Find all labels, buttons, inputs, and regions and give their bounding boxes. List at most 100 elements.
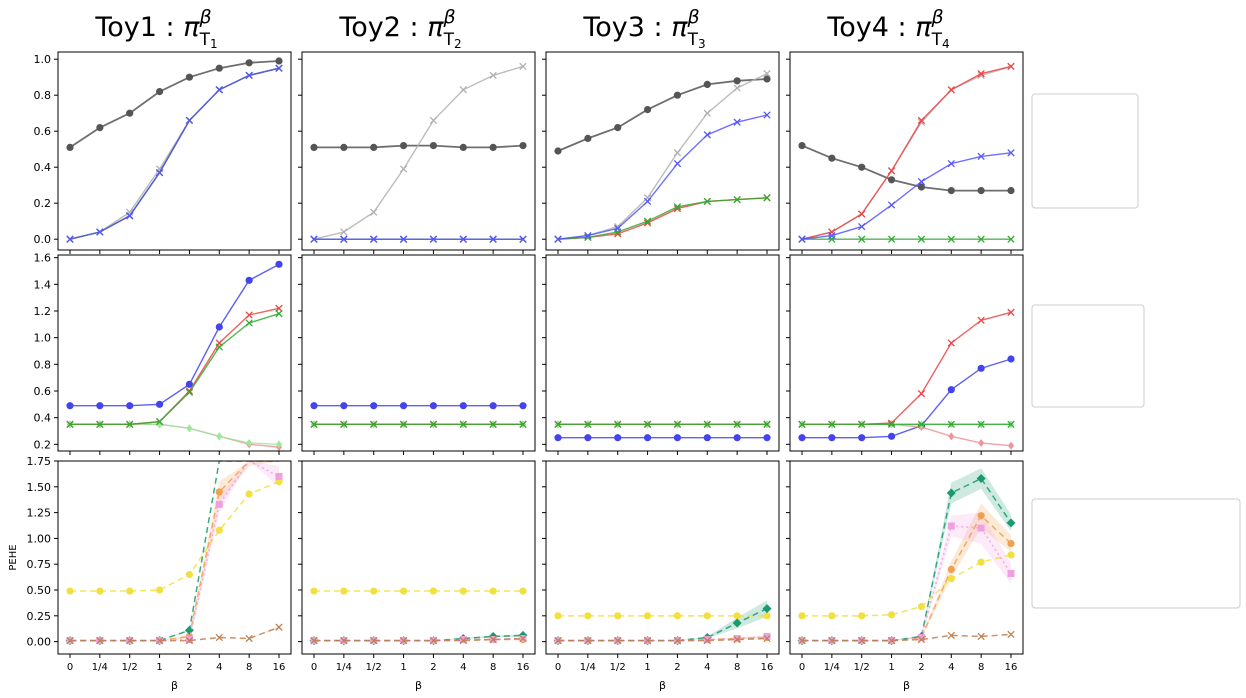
y-tick-label: 0.25: [27, 610, 52, 623]
data-point: [155, 636, 164, 645]
data-point: [185, 388, 194, 396]
panel-plot-area: [797, 468, 1016, 646]
x-axis-label: β: [903, 679, 910, 692]
data-point: [643, 636, 652, 645]
x-axis-label: β: [415, 679, 422, 692]
data-point: [887, 201, 896, 209]
data-point: [732, 618, 742, 628]
data-point: [673, 159, 682, 168]
series-line-xlearner-mlp-direct-: [70, 461, 279, 642]
series-line-t-learner-lasso: [802, 554, 1012, 617]
data-point: [519, 587, 527, 595]
data-point: [977, 316, 985, 324]
title-sub: T: [687, 30, 699, 50]
data-point: [643, 106, 652, 114]
panel-r3-c2: 0 1/4 1/2 1 2 4 8 16 β: [298, 460, 536, 692]
data-point: [96, 402, 104, 410]
data-point: [584, 636, 592, 645]
x-tick-label: 2: [186, 662, 192, 673]
data-point: [275, 64, 283, 72]
data-point: [673, 612, 682, 620]
data-point: [96, 587, 104, 595]
data-point: [947, 86, 955, 94]
data-point: [185, 570, 194, 579]
series-line-t-learner-lasso: [70, 480, 280, 592]
x-tick-label: 1/2: [854, 662, 870, 673]
data-point: [1007, 569, 1015, 577]
series-line-b-y1-y0: [557, 114, 768, 240]
data-point: [554, 636, 562, 645]
data-point: [66, 235, 74, 243]
y-tick-label: 0.4: [34, 161, 52, 174]
data-point: [858, 163, 866, 171]
data-point: [887, 420, 896, 428]
data-point: [370, 587, 378, 595]
data-point: [703, 109, 711, 117]
data-point: [798, 636, 806, 645]
series-line-b-y0: [69, 67, 280, 240]
data-point: [275, 472, 283, 480]
series-line-dragonnet-act-pred-: [802, 633, 1012, 642]
data-point: [584, 420, 592, 428]
data-point: [1007, 355, 1015, 363]
data-point: [977, 632, 985, 641]
series-line-cf-rmse-y1: [70, 312, 280, 426]
panel-frame: [545, 254, 780, 452]
data-point: [519, 142, 527, 150]
data-point: [489, 71, 497, 80]
series-line-dragonnet-act-pred-: [558, 637, 768, 642]
title-sub-index: 2: [454, 37, 462, 51]
title-toy: Toy3: [582, 12, 645, 43]
band-cfrnet-balancing-: [70, 461, 279, 641]
panel-frame: [301, 254, 536, 452]
data-point: [917, 635, 926, 644]
data-point: [215, 526, 223, 534]
data-point: [947, 575, 955, 583]
data-point: [215, 500, 223, 508]
data-point: [340, 228, 348, 236]
panel-frame: [301, 460, 536, 655]
panel-r3-c1: 0.00 0.25 0.50 0.75 1.00 1.25 1.50 1.75 0 1/4 1/2 1…: [27, 455, 292, 692]
title-sub: T: [199, 30, 211, 50]
panel-frame: [57, 51, 292, 251]
data-point: [459, 587, 467, 595]
data-point: [828, 154, 836, 162]
data-point: [947, 235, 955, 243]
data-point: [66, 587, 74, 595]
x-tick-label: 0: [67, 662, 73, 673]
data-point: [370, 402, 378, 410]
data-point: [614, 612, 622, 620]
y-tick-label: 0.8: [34, 89, 52, 102]
data-point: [917, 116, 926, 125]
data-point: [429, 142, 438, 150]
data-point: [733, 118, 741, 126]
y-tick-label: 0.6: [34, 385, 52, 398]
title-pi: π: [427, 12, 444, 43]
data-point: [519, 402, 527, 410]
panel-plot-area: [309, 587, 528, 646]
data-point: [733, 195, 741, 204]
data-point: [733, 420, 741, 428]
data-point: [1007, 187, 1015, 195]
data-point: [733, 77, 741, 85]
band-xlearner-mlp-direct-: [802, 468, 1011, 641]
band-xlearner-mlp-direct-: [70, 461, 279, 641]
data-point: [947, 565, 955, 573]
data-point: [429, 116, 438, 125]
data-point: [245, 59, 253, 67]
data-point: [828, 231, 836, 240]
data-point: [858, 612, 866, 620]
data-point: [126, 402, 134, 410]
x-axis-label: β: [171, 679, 178, 692]
data-point: [310, 587, 318, 595]
panel-plot-area: [553, 600, 772, 646]
y-tick-label: 1.0: [34, 332, 52, 345]
data-point: [126, 420, 134, 428]
series-line-b-x: [801, 65, 1012, 240]
title-sub: T: [443, 30, 455, 50]
data-point: [584, 612, 592, 620]
data-point: [155, 586, 164, 594]
data-point: [798, 420, 806, 428]
data-point: [310, 143, 318, 151]
panel-r3-c4: 0 1/4 1/2 1 2 4 8 16 β: [786, 460, 1024, 692]
